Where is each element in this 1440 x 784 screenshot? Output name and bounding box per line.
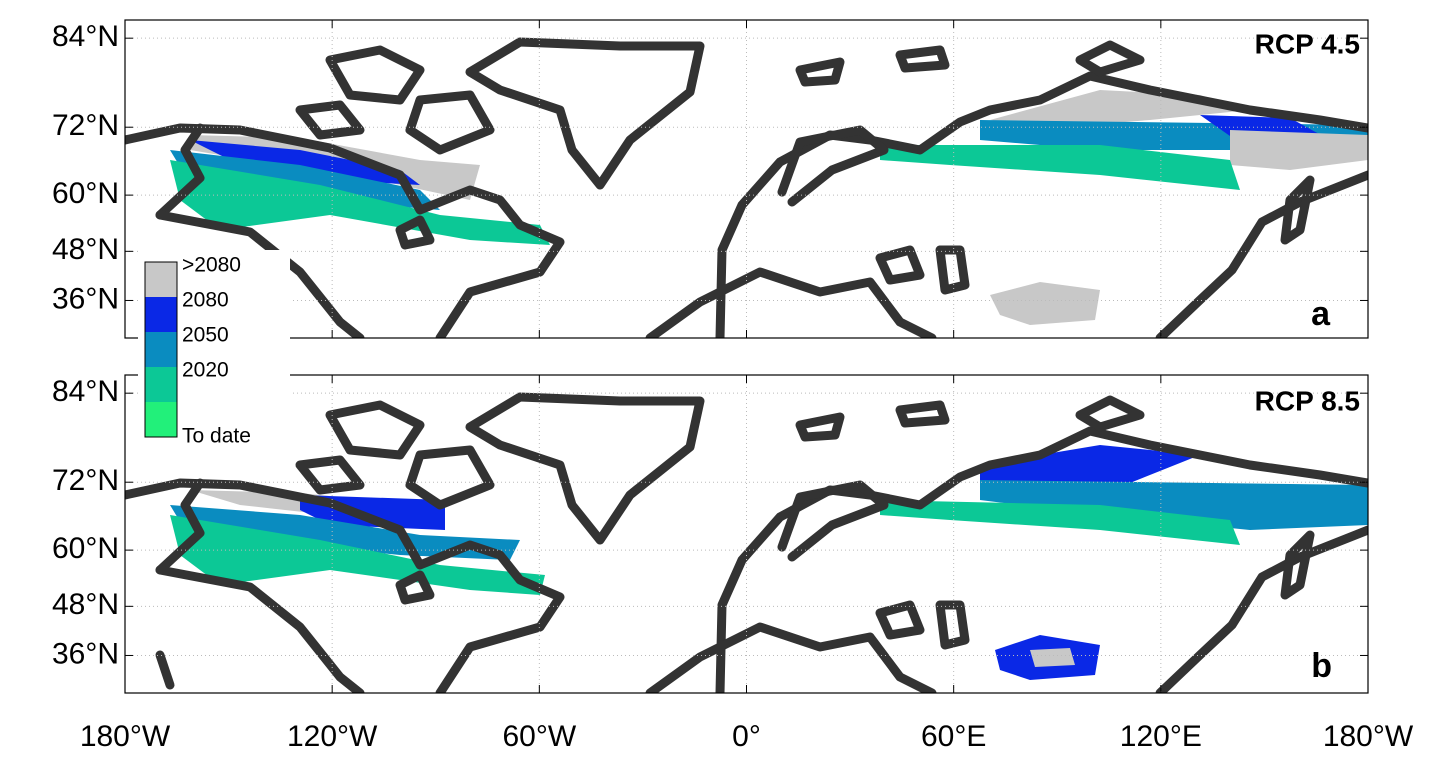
legend-label: 2080: [182, 289, 229, 312]
x-tick-label: 120°W: [287, 720, 378, 753]
y-tick-label: 60°N: [52, 177, 119, 210]
panel-label: RCP 8.5: [1255, 385, 1360, 416]
x-tick-label: 180°W: [1323, 720, 1414, 753]
legend-label: To date: [182, 425, 251, 448]
x-tick-label: 0°: [732, 720, 761, 753]
legend-swatch: [145, 332, 177, 367]
y-tick-label: 84°N: [52, 375, 119, 408]
legend-label: >2080: [182, 254, 241, 277]
legend-swatch: [145, 402, 177, 437]
legend-label: 2050: [182, 324, 229, 347]
legend-swatch: [145, 262, 177, 297]
panel-frame: [124, 19, 1369, 339]
legend-frame: [144, 261, 178, 438]
x-tick-label: 120°E: [1120, 720, 1202, 753]
legend-swatch: [145, 297, 177, 332]
y-tick-label: 36°N: [52, 637, 119, 670]
legend-label: 2020: [182, 359, 229, 382]
y-tick-label: 48°N: [52, 233, 119, 266]
legend: >2080 2080 2050 2020 To date: [144, 254, 251, 448]
x-tick-label: 60°W: [502, 720, 576, 753]
y-tick-label: 48°N: [52, 588, 119, 621]
x-tick-label: 180°W: [80, 720, 171, 753]
panel-b-fill: [170, 445, 1368, 680]
axes: 84°N 72°N 60°N 48°N 36°N 84°N 72°N 60°N 48°N 36°N…: [52, 19, 1414, 753]
y-tick-label: 36°N: [52, 282, 119, 315]
y-tick-label: 72°N: [52, 109, 119, 142]
panel-a-fill: [170, 90, 1368, 325]
panel-letter: a: [1311, 295, 1331, 333]
legend-swatch: [145, 367, 177, 402]
x-tick-label: 60°E: [921, 720, 986, 753]
y-tick-label: 60°N: [52, 532, 119, 565]
panel-letter: b: [1311, 647, 1332, 685]
y-tick-label: 72°N: [52, 464, 119, 497]
panel-label: RCP 4.5: [1255, 28, 1360, 59]
panel-frame: [124, 374, 1369, 694]
y-tick-label: 84°N: [52, 20, 119, 53]
